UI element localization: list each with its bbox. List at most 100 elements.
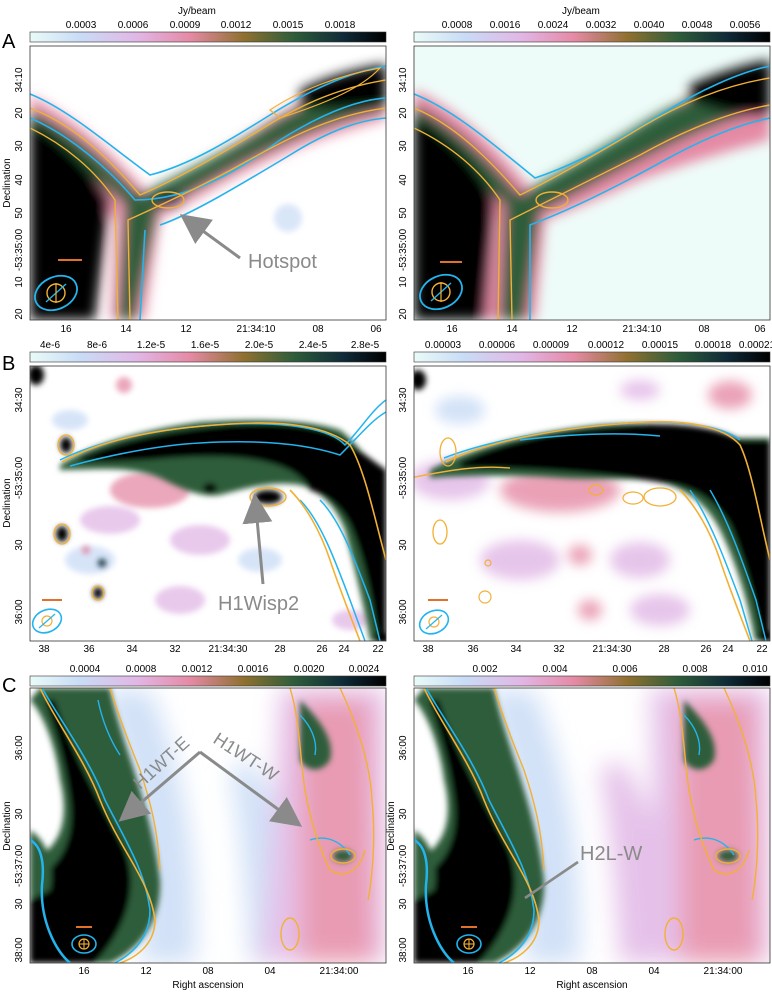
radio-image-b-right — [414, 366, 770, 641]
wt-arrows — [118, 750, 303, 827]
beam-ellipse-icon — [419, 273, 463, 311]
dec-tick: 20 — [14, 107, 25, 119]
ra-tick: 36 — [83, 644, 95, 655]
radio-image-b-left — [30, 366, 386, 641]
dec-tick: 36:00 — [398, 599, 409, 624]
ra-tick: 06 — [754, 324, 766, 335]
cbar-tick: 0.00018 — [695, 340, 732, 351]
dec-axis-label: Declination — [2, 801, 13, 850]
beam-ellipse-icon — [456, 934, 482, 954]
image-frame — [29, 45, 387, 321]
ra-tick: 22 — [756, 644, 768, 655]
dec-tick: 34:10 — [14, 67, 25, 92]
ra-axis-b-left: 38 36 34 32 21:34:30 28 26 24 22 — [38, 644, 384, 655]
cbar-tick: 0.0003 — [66, 20, 97, 31]
cbar-tick: 0.00009 — [533, 340, 570, 351]
colorbar-unit-a-right: Jy/beam — [562, 6, 600, 17]
radio-image-a-right — [414, 46, 770, 320]
ra-axis-c-right: 16 12 08 04 21:34:00 Right ascension — [462, 966, 742, 991]
ra-axis-c-left: 16 12 08 04 21:34:00 Right ascension — [78, 966, 358, 991]
cbar-tick: 1.6e-5 — [191, 340, 220, 351]
dec-tick: 34:30 — [398, 387, 409, 412]
cbar-tick: 0.0006 — [118, 20, 149, 31]
dec-tick: -53:37:00 — [398, 844, 409, 887]
cbar-tick: 0.0016 — [238, 664, 269, 675]
image-frame — [29, 687, 387, 964]
panel-label-b: B — [2, 353, 15, 375]
dec-tick: 30 — [14, 539, 25, 551]
dec-tick: 30 — [398, 140, 409, 152]
cbar-tick: 0.00006 — [479, 340, 516, 351]
beam-ellipse-icon — [34, 274, 78, 312]
ra-tick: 16 — [78, 966, 90, 977]
dec-axis-c-left: 36:00 30 -53:37:00 30 38:00 Declination — [2, 735, 25, 962]
radio-image-c-left — [30, 688, 386, 963]
dec-tick: 10 — [14, 276, 25, 288]
h1wisp2-arrow — [242, 493, 273, 585]
ra-tick: 32 — [553, 644, 565, 655]
cbar-tick: 0.010 — [742, 664, 767, 675]
dec-tick: 40 — [398, 174, 409, 186]
h2l-w-pointer — [524, 860, 579, 900]
cbar-tick: 2.4e-5 — [299, 340, 328, 351]
dec-tick: 10 — [398, 276, 409, 288]
cbar-tick: 0.0015 — [273, 20, 304, 31]
ra-tick: 38 — [422, 644, 434, 655]
cbar-tick: 0.0008 — [442, 20, 473, 31]
panel-label-a: A — [2, 31, 16, 53]
ra-tick: 12 — [524, 966, 536, 977]
dec-axis-a-right: 34:10 20 30 40 50 -53:35:00 10 20 — [398, 67, 409, 320]
ra-tick: 04 — [648, 966, 660, 977]
cbar-tick: 0.00003 — [425, 340, 462, 351]
panel-label-c: C — [2, 675, 16, 697]
dec-tick: 40 — [14, 174, 25, 186]
cbar-tick: 0.0032 — [586, 20, 617, 31]
cbar-tick: 0.008 — [682, 664, 707, 675]
image-frame — [29, 365, 387, 642]
colorbar-c-left: 0.0004 0.0008 0.0012 0.0016 0.0020 0.002… — [29, 664, 387, 687]
dec-tick: 30 — [14, 898, 25, 910]
h2l-w-annotation: H2L-W — [580, 843, 642, 865]
cbar-tick: 0.00012 — [588, 340, 625, 351]
ra-tick: 36 — [467, 644, 479, 655]
colorbar-c-right: 0.002 0.004 0.006 0.008 0.010 — [413, 664, 771, 687]
colorbar-unit-a-left: Jy/beam — [178, 6, 216, 17]
dec-tick: 30 — [14, 140, 25, 152]
ra-tick: 21:34:00 — [320, 966, 359, 977]
ra-tick: 26 — [316, 644, 328, 655]
ra-tick: 12 — [140, 966, 152, 977]
dec-axis-label: Declination — [2, 478, 13, 527]
ra-axis-label: Right ascension — [172, 980, 243, 991]
cbar-tick: 0.0016 — [490, 20, 521, 31]
ra-tick: 21:34:30 — [209, 644, 248, 655]
dec-tick: 34:30 — [14, 387, 25, 412]
ra-tick: 21:34:10 — [237, 324, 276, 335]
image-frame — [413, 365, 771, 642]
dec-tick: 20 — [398, 308, 409, 320]
dec-tick: -53:35:00 — [398, 456, 409, 499]
cbar-tick: 0.00015 — [642, 340, 679, 351]
ra-tick: 24 — [338, 644, 350, 655]
h1wt-e-arrow — [118, 750, 201, 822]
ra-tick: 12 — [180, 324, 192, 335]
beam-ellipse-icon — [418, 609, 450, 635]
ra-tick: 21:34:00 — [704, 966, 743, 977]
dec-tick: 38:00 — [14, 937, 25, 962]
dec-tick: 36:00 — [14, 735, 25, 760]
ra-tick: 14 — [120, 324, 132, 335]
cbar-tick: 0.0024 — [538, 20, 569, 31]
image-frame — [413, 45, 771, 321]
ra-tick: 22 — [372, 644, 384, 655]
cbar-tick: 2.0e-5 — [245, 340, 274, 351]
ra-tick: 12 — [566, 324, 578, 335]
ra-tick: 32 — [169, 644, 181, 655]
beam-ellipse-icon — [31, 608, 63, 634]
ra-tick: 16 — [446, 324, 458, 335]
ra-tick: 34 — [126, 644, 138, 655]
ra-axis-label: Right ascension — [556, 980, 627, 991]
hotspot-annotation: Hotspot — [248, 251, 317, 273]
h1wt-w-arrow — [199, 750, 303, 827]
ra-axis-a-left: 16 14 12 21:34:10 08 06 — [60, 324, 382, 335]
dec-tick: 30 — [14, 808, 25, 820]
cbar-tick: 0.0020 — [294, 664, 325, 675]
